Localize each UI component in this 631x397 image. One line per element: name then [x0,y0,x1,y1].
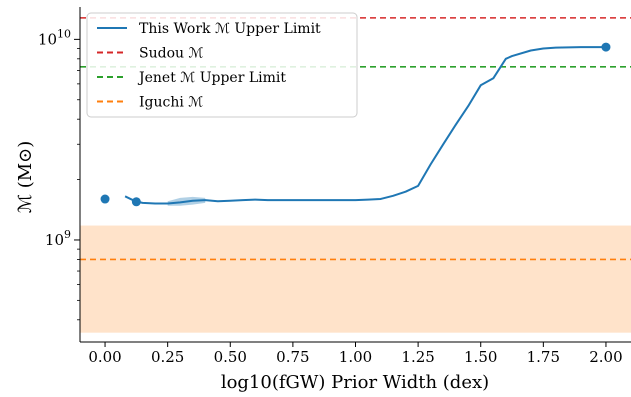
x-tick-label: 1.00 [339,348,372,366]
reference-band [80,225,631,333]
axes: 0.00 0.25 0.50 0.75 1.00 1.25 1.50 1.75 2.00 109 1… [38,7,631,366]
legend-label: Jenet ℳ Upper Limit [137,70,286,86]
data-point [601,42,611,52]
legend-box [86,12,358,118]
legend-label: Sudou ℳ [139,46,203,62]
x-tick-label: 0.75 [276,348,309,366]
series-line [124,46,606,205]
x-axis-label: log10(fGW) Prior Width (dex) [221,372,489,393]
data-point [131,197,141,207]
x-tick-label: 1.50 [464,348,497,366]
x-tick-label: 0.50 [214,348,247,366]
x-tick-label: 1.25 [401,348,434,366]
y-tick-label: 109 [45,228,71,249]
x-tick-label: 1.75 [527,348,560,366]
legend-label: This Work ℳ Upper Limit [139,21,321,37]
x-tick-label: 0.25 [151,348,184,366]
y-tick-label: 1010 [38,27,71,48]
x-tick-label: 2.00 [589,348,622,366]
y-axis-label: ℳ (M⊙) [15,141,36,214]
plot-area [80,17,631,333]
legend: This Work ℳ Upper Limit Sudou ℳ Jenet ℳ Up… [86,12,358,118]
data-point [100,194,110,204]
x-tick-label: 0.00 [88,348,121,366]
legend-label: Iguchi ℳ [139,95,203,111]
